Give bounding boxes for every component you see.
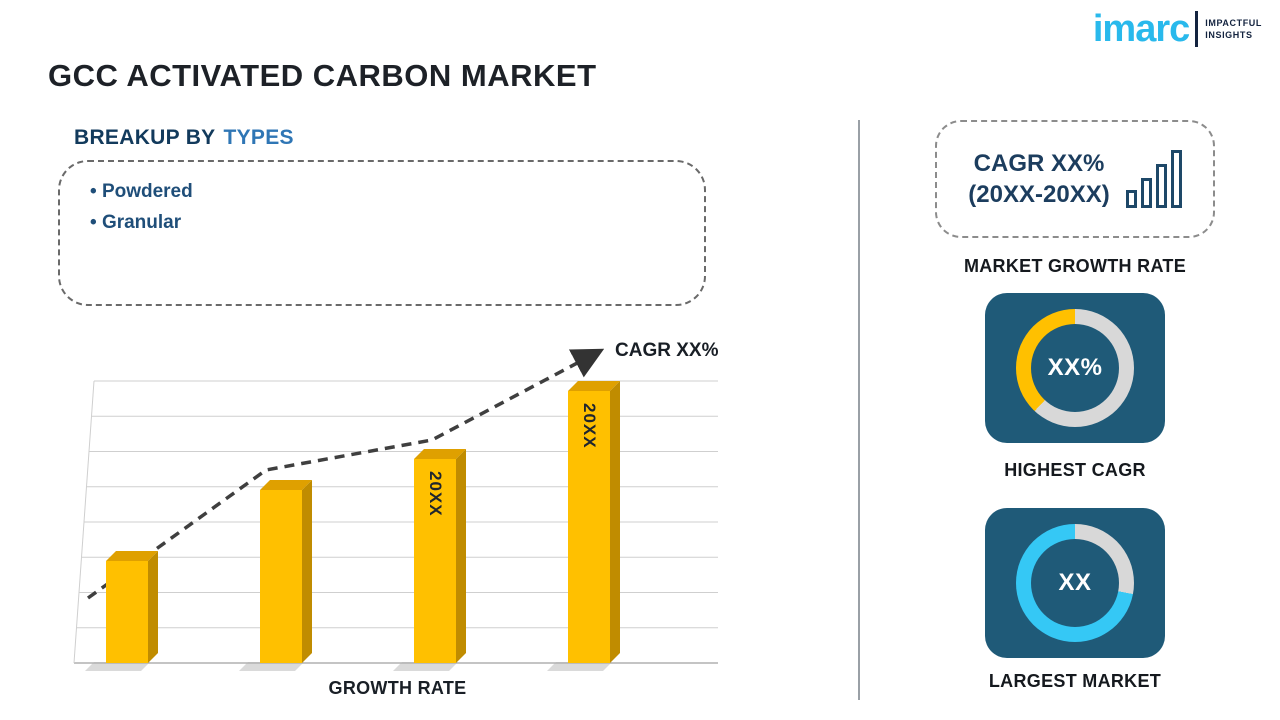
highest-cagr-donut: XX% [1016, 309, 1134, 427]
breakup-heading-highlight: TYPES [223, 126, 294, 149]
largest-market-value: XX [1058, 569, 1092, 596]
largest-market-donut: XX [1016, 524, 1134, 642]
largest-market-label: LARGEST MARKET [988, 671, 1162, 691]
imarc-logo: imarc IMPACTFUL INSIGHTS [1093, 10, 1262, 48]
cagr-card-line1: CAGR XX% [973, 149, 1105, 177]
cagr-card-line2: (20XX-20XX) [968, 181, 1110, 208]
types-list: PowderedGranular [90, 176, 674, 238]
growth-rate-chart: 20XX 20XX CAGR XX% GROWTH RATE [70, 336, 725, 698]
trend-arrow [86, 348, 605, 600]
breakup-heading-prefix: BREAKUP BY [74, 126, 216, 149]
cagr-annotation: CAGR XX% [615, 340, 719, 361]
type-item: Powdered [90, 176, 674, 207]
bar-shadow [239, 662, 304, 671]
page-title: GCC ACTIVATED CARBON MARKET [48, 58, 597, 93]
types-box: PowderedGranular [58, 160, 706, 306]
highest-cagr-value: XX% [1047, 354, 1103, 381]
bar-shadow [547, 662, 612, 671]
highest-cagr-label: HIGHEST CAGR [1004, 460, 1146, 480]
logo-tagline: IMPACTFUL INSIGHTS [1205, 18, 1262, 40]
logo-brand-text: imarc [1092, 8, 1190, 50]
bar-shadow [85, 662, 150, 671]
bar-label: 20XX [426, 471, 445, 517]
bar: 20XX [568, 391, 610, 663]
cagr-card: CAGR XX% (20XX-20XX) [935, 120, 1215, 238]
bar [106, 561, 148, 663]
highest-cagr-card: XX% [985, 293, 1165, 443]
bar-label: 20XX [580, 403, 599, 449]
breakup-heading: BREAKUP BY TYPES [74, 126, 294, 150]
logo-tagline-line2: INSIGHTS [1205, 30, 1253, 40]
bar-chart-icon [1125, 150, 1182, 208]
market-growth-rate-label: MARKET GROWTH RATE [963, 256, 1187, 276]
bar [260, 490, 302, 663]
bars-layer: 20XX 20XX [70, 336, 725, 671]
bar-shadow [393, 662, 458, 671]
largest-market-card: XX [985, 508, 1165, 658]
logo-tagline-line1: IMPACTFUL [1205, 18, 1262, 28]
bar: 20XX [414, 459, 456, 663]
logo-divider-bar [1195, 11, 1199, 47]
chart-x-axis-label: GROWTH RATE [328, 678, 467, 698]
type-item: Granular [90, 207, 674, 238]
section-divider [858, 120, 860, 700]
cagr-card-text: CAGR XX% (20XX-20XX) [968, 148, 1109, 210]
